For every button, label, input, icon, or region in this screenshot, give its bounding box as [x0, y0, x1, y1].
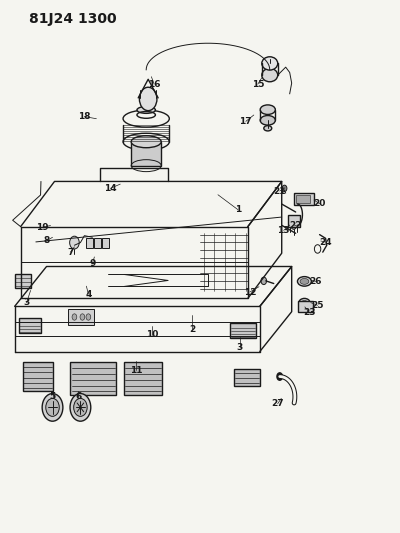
Ellipse shape: [262, 57, 278, 70]
Circle shape: [277, 373, 282, 380]
Circle shape: [70, 393, 91, 421]
Bar: [70, 362, 116, 395]
Bar: [124, 362, 162, 395]
Text: 27: 27: [272, 399, 284, 408]
Ellipse shape: [301, 301, 308, 305]
Text: 4: 4: [85, 289, 92, 298]
Text: 19: 19: [36, 223, 49, 232]
Circle shape: [74, 398, 87, 416]
Text: 24: 24: [319, 238, 332, 247]
Circle shape: [86, 314, 91, 320]
Circle shape: [291, 222, 296, 229]
Circle shape: [46, 398, 59, 416]
Ellipse shape: [137, 107, 156, 114]
Circle shape: [140, 87, 157, 111]
Ellipse shape: [299, 298, 310, 307]
Circle shape: [261, 277, 266, 285]
Ellipse shape: [260, 116, 275, 125]
Text: 3: 3: [24, 298, 30, 307]
Text: 1: 1: [235, 205, 241, 214]
Bar: [288, 215, 300, 227]
Bar: [298, 301, 313, 312]
Circle shape: [72, 314, 77, 320]
Bar: [86, 238, 93, 248]
Circle shape: [42, 393, 63, 421]
Ellipse shape: [260, 105, 275, 115]
Bar: [294, 192, 314, 205]
Bar: [234, 369, 260, 386]
Bar: [68, 309, 94, 325]
Text: 16: 16: [148, 79, 160, 88]
Text: 8: 8: [44, 237, 50, 246]
Text: 3: 3: [237, 343, 243, 352]
Text: 20: 20: [313, 199, 326, 208]
Text: 14: 14: [104, 184, 117, 193]
Text: 13: 13: [278, 226, 290, 235]
Text: 10: 10: [146, 330, 158, 339]
Text: 5: 5: [49, 392, 56, 401]
Bar: [102, 238, 109, 248]
Bar: [23, 362, 52, 391]
Text: 7: 7: [67, 248, 74, 257]
Bar: [19, 318, 40, 333]
Ellipse shape: [264, 126, 272, 131]
Circle shape: [282, 185, 287, 191]
Text: 17: 17: [240, 117, 252, 126]
Text: 18: 18: [78, 112, 91, 121]
Text: 15: 15: [252, 79, 264, 88]
Text: 9: 9: [89, 260, 96, 268]
Bar: [230, 324, 256, 338]
Text: 81J24 1300: 81J24 1300: [28, 12, 116, 26]
Bar: [15, 274, 30, 288]
Bar: [131, 142, 161, 166]
Text: 2: 2: [189, 325, 195, 334]
Text: 23: 23: [303, 308, 316, 317]
Circle shape: [70, 236, 79, 249]
Circle shape: [80, 314, 85, 320]
Bar: [296, 195, 310, 203]
Ellipse shape: [298, 277, 312, 286]
Ellipse shape: [300, 278, 309, 284]
Ellipse shape: [262, 68, 278, 82]
Text: 25: 25: [311, 301, 324, 310]
Ellipse shape: [131, 136, 161, 148]
Text: 11: 11: [130, 366, 142, 375]
Text: 21: 21: [274, 187, 286, 196]
Text: 6: 6: [75, 392, 82, 401]
Text: 26: 26: [309, 277, 322, 286]
Text: 22: 22: [290, 221, 302, 230]
Bar: [94, 238, 101, 248]
Text: 12: 12: [244, 287, 256, 296]
